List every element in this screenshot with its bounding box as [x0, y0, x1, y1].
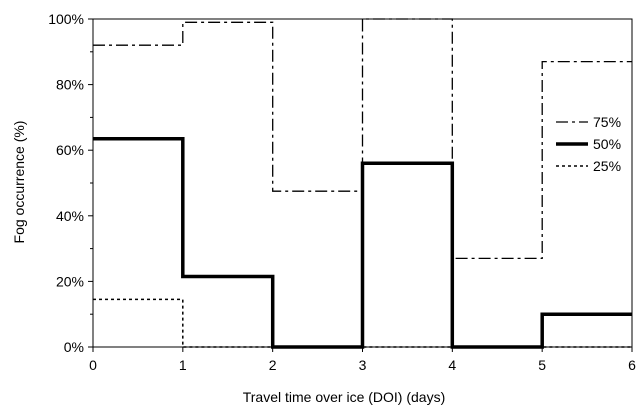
x-axis-title: Travel time over ice (DOI) (days): [243, 389, 446, 405]
y-tick-label: 60%: [56, 142, 84, 158]
y-tick-label: 20%: [56, 273, 84, 289]
x-tick-label: 6: [628, 357, 636, 373]
x-axis: 0 1 2 3 4 5 6: [89, 347, 636, 373]
y-tick-label: 40%: [56, 208, 84, 224]
legend: 75% 50% 25%: [556, 114, 621, 174]
y-axis: 0% 20% 40% 60% 80% 100%: [48, 11, 93, 355]
legend-label: 75%: [593, 114, 621, 130]
x-tick-label: 3: [359, 357, 367, 373]
y-tick-label: 0%: [64, 339, 84, 355]
legend-label: 50%: [593, 136, 621, 152]
x-tick-label: 2: [269, 357, 277, 373]
x-tick-label: 5: [538, 357, 546, 373]
x-tick-label: 4: [448, 357, 456, 373]
series-line-25pct: [93, 298, 632, 348]
series-line-50pct: [93, 136, 632, 349]
series-layer: [93, 18, 632, 349]
y-tick-label: 100%: [48, 11, 84, 27]
series-line-75pct: [93, 18, 632, 260]
legend-label: 25%: [593, 158, 621, 174]
y-axis-title: Fog occurrence (%): [11, 121, 27, 244]
x-tick-label: 1: [179, 357, 187, 373]
y-tick-label: 80%: [56, 77, 84, 93]
x-tick-label: 0: [89, 357, 97, 373]
